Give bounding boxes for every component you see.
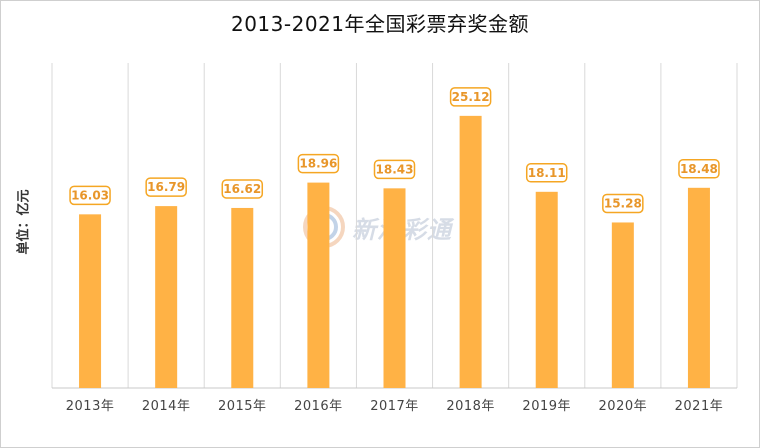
data-label-9: 18.48 [680,162,718,176]
data-label-2: 16.79 [147,180,185,194]
x-tick-label-1: 2013年 [66,399,115,414]
bar-4 [307,182,330,388]
data-label-1: 16.03 [71,188,109,202]
bar-7 [535,191,558,388]
data-label-box-3 [221,179,264,199]
x-tick-label-8: 2020年 [599,399,648,414]
bar-6 [459,115,482,388]
bar-5 [383,188,406,388]
chart-title: 2013-2021年全国彩票弃奖金额 [230,12,529,36]
x-tick-label-9: 2021年 [675,399,724,414]
bar-8 [611,222,634,388]
data-label-box-1 [69,185,111,206]
data-label-7: 18.11 [528,166,566,180]
x-tick-label-2: 2014年 [142,399,191,414]
data-label-box-8 [602,193,644,214]
x-tick-label-5: 2017年 [370,399,419,414]
data-label-3: 16.62 [223,182,261,196]
x-tick-label-3: 2015年 [218,399,267,414]
bar-2 [155,206,178,388]
data-label-box-7 [525,163,568,183]
data-label-box-2 [145,177,187,197]
data-label-5: 18.43 [376,162,414,176]
x-tick-label-4: 2016年 [294,399,343,414]
data-label-box-5 [373,159,416,180]
bar-3 [231,207,254,388]
x-tick-label-6: 2018年 [446,399,495,414]
data-label-8: 15.28 [604,196,642,210]
bar-9 [687,187,710,388]
data-label-box-4 [297,153,340,174]
data-label-6: 25.12 [452,90,490,104]
data-label-4: 18.96 [299,157,337,171]
bar-1 [79,214,102,388]
data-label-box-9 [678,159,720,179]
x-tick-label-7: 2019年 [522,399,571,414]
data-label-box-6 [449,87,492,107]
